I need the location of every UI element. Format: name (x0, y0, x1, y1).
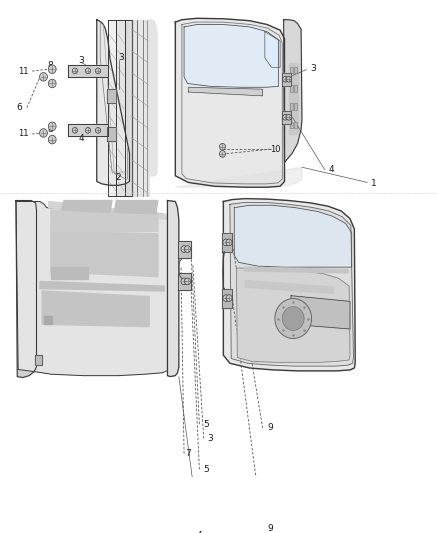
Circle shape (48, 135, 56, 144)
Circle shape (226, 295, 232, 301)
Polygon shape (149, 20, 157, 176)
Text: 8: 8 (47, 125, 53, 134)
Circle shape (85, 127, 91, 133)
Polygon shape (177, 240, 191, 257)
Polygon shape (175, 167, 302, 187)
Polygon shape (223, 288, 232, 308)
Circle shape (286, 115, 291, 120)
Circle shape (48, 79, 56, 88)
Polygon shape (291, 296, 350, 329)
Polygon shape (40, 281, 164, 291)
Text: 4: 4 (329, 165, 335, 174)
Circle shape (72, 68, 78, 74)
Polygon shape (167, 200, 179, 377)
Text: 3: 3 (310, 64, 316, 73)
Polygon shape (68, 65, 108, 77)
Polygon shape (44, 316, 52, 324)
Polygon shape (68, 124, 108, 136)
Circle shape (219, 143, 226, 150)
Circle shape (181, 246, 187, 253)
Polygon shape (62, 200, 112, 213)
Polygon shape (49, 201, 169, 220)
Bar (293, 67, 297, 74)
Text: 7: 7 (186, 449, 191, 458)
Polygon shape (223, 233, 232, 252)
Polygon shape (51, 267, 88, 279)
Polygon shape (125, 20, 132, 196)
Polygon shape (51, 231, 158, 277)
Circle shape (95, 68, 101, 74)
Circle shape (85, 68, 91, 74)
Polygon shape (245, 280, 333, 293)
Text: 8: 8 (47, 61, 53, 70)
Text: 9: 9 (268, 424, 273, 432)
Circle shape (72, 127, 78, 133)
Polygon shape (284, 20, 302, 163)
Circle shape (39, 128, 47, 138)
Text: 11: 11 (18, 130, 28, 139)
Polygon shape (117, 20, 125, 196)
Polygon shape (282, 72, 291, 86)
Text: 5: 5 (203, 419, 209, 429)
Circle shape (275, 298, 311, 338)
Polygon shape (237, 268, 350, 362)
Text: 4: 4 (197, 531, 202, 533)
Polygon shape (230, 203, 353, 366)
Text: 5: 5 (203, 465, 209, 474)
Circle shape (39, 72, 47, 81)
Polygon shape (188, 87, 263, 96)
Text: 3: 3 (118, 53, 124, 62)
Circle shape (184, 246, 191, 253)
Bar (290, 103, 293, 110)
Bar (293, 103, 297, 110)
Circle shape (223, 239, 229, 246)
Bar (293, 85, 297, 92)
Polygon shape (175, 18, 285, 187)
Polygon shape (282, 111, 291, 124)
Polygon shape (42, 291, 149, 327)
Text: 3: 3 (207, 434, 213, 443)
Circle shape (48, 122, 56, 131)
Bar (293, 122, 297, 128)
Text: 4: 4 (79, 134, 84, 143)
Polygon shape (177, 273, 191, 290)
Text: 3: 3 (78, 55, 85, 64)
Circle shape (223, 295, 229, 301)
Bar (290, 85, 293, 92)
Polygon shape (51, 210, 158, 231)
Polygon shape (97, 20, 130, 185)
Polygon shape (184, 25, 279, 87)
Text: 6: 6 (16, 103, 22, 112)
Circle shape (283, 115, 288, 120)
Circle shape (286, 76, 291, 82)
Text: 9: 9 (268, 524, 273, 533)
Polygon shape (289, 62, 297, 134)
Text: 2: 2 (116, 173, 121, 182)
Circle shape (283, 76, 288, 82)
Circle shape (219, 151, 226, 157)
Polygon shape (265, 31, 280, 67)
Circle shape (226, 239, 232, 246)
Polygon shape (35, 355, 42, 365)
Circle shape (95, 127, 101, 133)
Circle shape (181, 278, 187, 285)
Polygon shape (16, 200, 36, 377)
Circle shape (48, 65, 56, 74)
Circle shape (283, 306, 304, 330)
Text: 11: 11 (18, 67, 28, 76)
Polygon shape (107, 88, 116, 103)
Polygon shape (16, 201, 171, 376)
Text: 1: 1 (371, 180, 377, 188)
Bar (290, 122, 293, 128)
Polygon shape (234, 205, 352, 267)
Polygon shape (223, 199, 355, 371)
Text: 10: 10 (271, 144, 281, 154)
Bar (290, 67, 293, 74)
Circle shape (184, 278, 191, 285)
Polygon shape (130, 20, 149, 196)
Polygon shape (114, 200, 158, 214)
Polygon shape (108, 20, 117, 196)
Polygon shape (244, 267, 348, 273)
Polygon shape (107, 127, 116, 141)
